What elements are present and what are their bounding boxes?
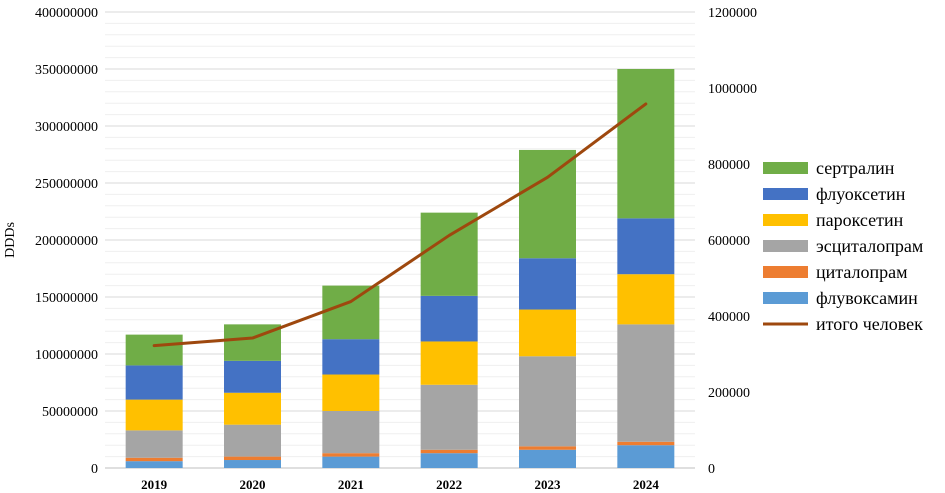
y2-tick-label: 200000 (708, 386, 750, 401)
y-tick-label: 300000000 (35, 120, 98, 135)
y2-tick-label: 600000 (708, 234, 750, 249)
legend-swatch-флувоксамин (763, 292, 808, 304)
y2-tick-label: 0 (708, 462, 715, 477)
bar-пароксетин-2019 (125, 399, 183, 431)
x-tick-label: 2023 (535, 477, 562, 492)
bar-флуоксетин-2022 (420, 295, 478, 342)
bar-циталопрам-2022 (420, 449, 478, 454)
y-tick-label: 100000000 (35, 348, 98, 363)
y-tick-label: 200000000 (35, 234, 98, 249)
bar-флувоксамин-2019 (125, 461, 183, 468)
bar-эсциталопрам-2020 (224, 424, 281, 457)
x-tick-label: 2019 (141, 477, 168, 492)
bar-циталопрам-2021 (322, 453, 380, 457)
legend-swatch-пароксетин (763, 214, 808, 226)
bar-пароксетин-2021 (322, 374, 380, 411)
y2-tick-label: 1200000 (708, 6, 757, 21)
legend-label: итого человек (816, 314, 923, 334)
bar-пароксетин-2023 (519, 309, 576, 357)
bar-циталопрам-2024 (617, 441, 675, 446)
bar-флувоксамин-2023 (519, 449, 576, 468)
y-tick-label: 0 (91, 462, 98, 477)
y-tick-label: 400000000 (35, 6, 98, 21)
y-tick-label: 50000000 (42, 405, 98, 420)
bar-циталопрам-2023 (519, 446, 576, 450)
bar-флуоксетин-2024 (617, 218, 675, 275)
bar-флуоксетин-2023 (519, 258, 576, 310)
y2-tick-label: 400000 (708, 310, 750, 325)
bar-сертралин-2022 (420, 212, 478, 296)
x-tick-label: 2022 (436, 477, 462, 492)
y-tick-label: 150000000 (35, 291, 98, 306)
bar-эсциталопрам-2021 (322, 411, 380, 454)
legend-label: сертралин (816, 158, 895, 178)
bar-сертралин-2023 (519, 149, 576, 259)
y2-tick-label: 800000 (708, 158, 750, 173)
legend: сертралин флуоксетин пароксетин эсциталопра… (763, 158, 923, 334)
legend-label: пароксетин (816, 210, 904, 230)
legend-swatch-сертралин (763, 162, 808, 174)
bar-эсциталопрам-2019 (125, 430, 183, 458)
y-tick-label: 350000000 (35, 63, 98, 78)
legend-swatch-эсциталопрам (763, 240, 808, 252)
bar-сертралин-2019 (125, 334, 183, 366)
stacked-bars (125, 69, 675, 468)
bar-эсциталопрам-2022 (420, 384, 478, 450)
y2-tick-label: 1000000 (708, 82, 757, 97)
bar-флувоксамин-2021 (322, 456, 380, 468)
y-axis-label: DDDs (3, 222, 18, 258)
x-tick-label: 2021 (338, 477, 364, 492)
legend-label: флуоксетин (816, 184, 906, 204)
bar-циталопрам-2020 (224, 456, 281, 461)
bar-пароксетин-2020 (224, 392, 281, 425)
x-axis: 2019 2020 2021 2022 2023 2024 (141, 477, 659, 492)
primary-y-axis: 0 50000000 100000000 150000000 200000000 2500… (35, 6, 98, 477)
legend-label: эсциталопрам (816, 236, 923, 256)
x-tick-label: 2020 (240, 477, 266, 492)
line-итого человек (152, 102, 648, 348)
bar-флуоксетин-2019 (125, 365, 183, 400)
legend-swatch-циталопрам (763, 266, 808, 278)
bar-флуоксетин-2020 (224, 360, 281, 393)
bar-сертралин-2021 (322, 285, 380, 340)
legend-swatch-флуоксетин (763, 188, 808, 200)
bar-флувоксамин-2024 (617, 445, 675, 468)
bar-циталопрам-2019 (125, 457, 183, 462)
bar-эсциталопрам-2023 (519, 356, 576, 447)
legend-label: флувоксамин (816, 288, 918, 308)
x-tick-label: 2024 (633, 477, 660, 492)
gridlines (105, 11, 695, 469)
bar-пароксетин-2024 (617, 274, 675, 325)
bar-сертралин-2024 (617, 69, 675, 219)
bar-флуоксетин-2021 (322, 339, 380, 375)
y-tick-label: 250000000 (35, 177, 98, 192)
line-series (152, 102, 648, 348)
legend-label: циталопрам (816, 262, 908, 282)
bar-флувоксамин-2022 (420, 453, 478, 468)
secondary-y-axis: 0 200000 400000 600000 800000 1000000 1200000 (708, 6, 757, 477)
bar-флувоксамин-2020 (224, 460, 281, 468)
bar-эсциталопрам-2024 (617, 324, 675, 442)
bar-пароксетин-2022 (420, 341, 478, 385)
